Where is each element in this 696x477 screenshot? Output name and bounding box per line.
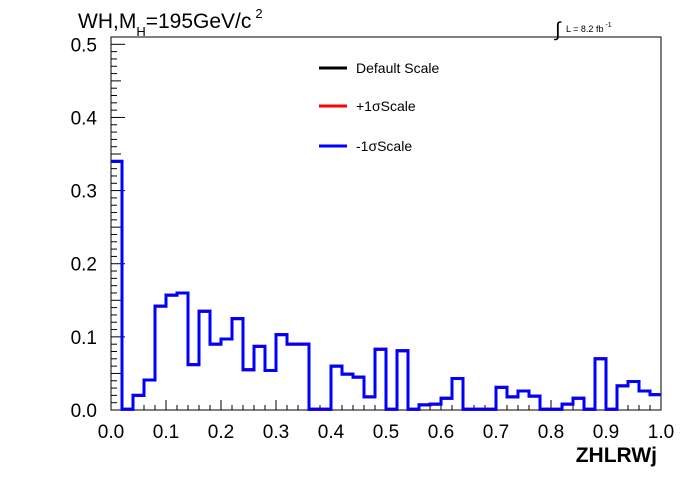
x-tick-label: 0.6: [428, 422, 454, 443]
y-tick-label: 0.1: [71, 328, 97, 349]
y-tick-label: 0.4: [71, 108, 98, 129]
y-axis-ticks: 0.0 0.1 0.2 0.3 0.4 0.5: [71, 35, 125, 422]
y-tick-label: 0.2: [71, 255, 97, 276]
x-tick-label: 0.9: [593, 422, 619, 443]
y-tick-label: 0.3: [71, 182, 97, 203]
chart-title: WH,MH=195GeV/c 2: [78, 6, 263, 39]
x-tick-label: 0.7: [483, 422, 509, 443]
lumi-integral-symbol: ∫: [554, 19, 562, 41]
x-tick-label: 0.8: [538, 422, 564, 443]
lumi-label: L = 8.2 fb -1: [566, 22, 612, 34]
x-tick-label: 0.5: [373, 422, 399, 443]
series-line-2: [111, 159, 661, 411]
x-tick-label: 0.1: [153, 422, 179, 443]
x-tick-label: 1.0: [648, 422, 674, 443]
y-tick-label: 0.0: [71, 401, 97, 422]
series-layer: [111, 159, 661, 411]
x-axis-title: ZHLRWj: [576, 444, 657, 467]
x-tick-label: 0.2: [208, 422, 234, 443]
x-tick-label: 0.0: [98, 422, 124, 443]
legend-label-minus1sigma: -1σScale: [356, 138, 412, 154]
x-axis-ticks: 0.0 0.1 0.2 0.3 0.4 0.5 0.6 0.7 0.8 0.9 1.0: [98, 400, 674, 443]
y-tick-label: 0.5: [71, 35, 97, 56]
legend: Default Scale +1σScale -1σScale: [319, 60, 439, 154]
legend-label-default: Default Scale: [356, 60, 439, 76]
x-tick-label: 0.3: [263, 422, 289, 443]
x-tick-label: 0.4: [318, 422, 345, 443]
legend-label-plus1sigma: +1σScale: [356, 98, 416, 114]
